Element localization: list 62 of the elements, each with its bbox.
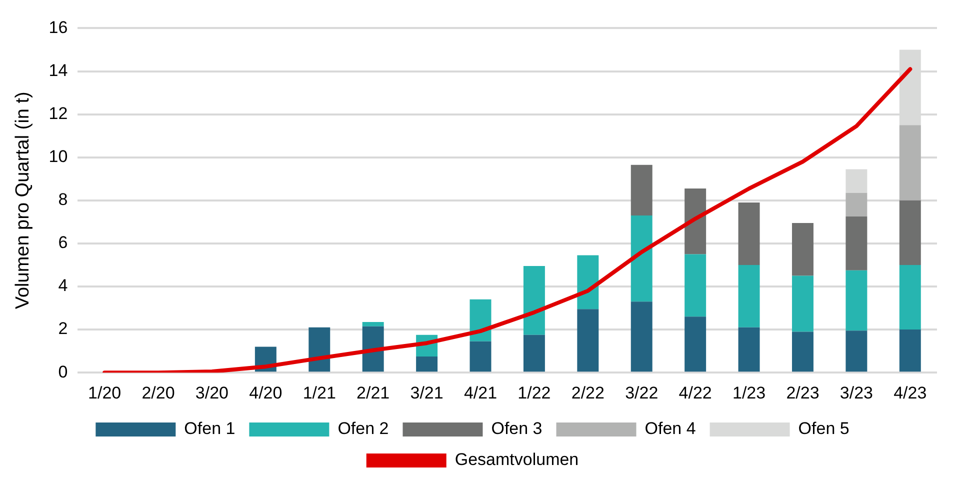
y-tick-label: 12 [48, 104, 68, 123]
x-tick-label: 2/22 [571, 383, 604, 402]
legend-label: Ofen 1 [184, 419, 236, 438]
bar [684, 188, 706, 254]
x-tick-label: 1/22 [518, 383, 551, 402]
y-tick-label: 4 [58, 276, 68, 296]
x-tick-label: 4/23 [894, 383, 927, 402]
bar [630, 302, 652, 372]
bar [738, 327, 760, 372]
x-tick-label: 2/21 [356, 383, 390, 402]
bar [846, 192, 868, 217]
legend-label: Gesamtvolumen [454, 450, 579, 470]
bar [630, 164, 652, 216]
bar [899, 264, 921, 330]
y-tick-label: 6 [58, 233, 68, 252]
x-tick-label: 3/23 [840, 383, 873, 402]
x-tick-label: 1/21 [302, 383, 336, 402]
bar [846, 270, 868, 331]
x-tick-label: 4/21 [464, 383, 498, 402]
bar [362, 326, 384, 372]
bar [577, 255, 599, 310]
y-tick-label: 0 [58, 362, 68, 382]
y-tick-label: 10 [48, 147, 68, 166]
bar [899, 200, 921, 265]
x-tick-label: 1/20 [88, 383, 122, 402]
x-tick-label: 1/23 [732, 383, 766, 402]
x-tick-label: 2/23 [786, 383, 820, 402]
bar [792, 332, 814, 372]
legend-label: Ofen 3 [491, 419, 542, 438]
bar [792, 223, 814, 276]
y-tick-label: 2 [58, 319, 68, 338]
bar [738, 264, 760, 328]
y-tick-label: 16 [48, 18, 68, 37]
bar [523, 334, 545, 372]
legend-label: Ofen 4 [644, 419, 696, 438]
bar [684, 316, 706, 372]
bar [846, 169, 868, 193]
bar [684, 254, 706, 317]
bar [470, 341, 492, 372]
y-tick-label: 14 [48, 60, 68, 80]
y-axis-title: Volumen pro Quartal (in t) [12, 92, 34, 310]
x-tick-label: 3/21 [410, 383, 444, 402]
bar [846, 330, 868, 372]
bar [792, 276, 814, 332]
x-tick-label: 4/22 [678, 383, 712, 402]
bar [899, 330, 921, 372]
bar [630, 215, 652, 302]
x-tick-label: 4/20 [249, 383, 282, 402]
bar [846, 216, 868, 270]
bar [738, 202, 760, 265]
x-tick-label: 2/20 [142, 383, 175, 402]
legend-label: Ofen 2 [338, 419, 389, 438]
legend-label: Ofen 5 [798, 419, 850, 438]
bar [416, 356, 438, 372]
bar [577, 309, 599, 372]
bar [899, 125, 921, 200]
y-tick-label: 8 [58, 190, 68, 210]
x-tick-label: 3/20 [195, 383, 229, 402]
bar [362, 322, 384, 326]
bar [308, 327, 330, 372]
x-tick-label: 3/22 [625, 383, 658, 402]
bar [523, 266, 545, 335]
